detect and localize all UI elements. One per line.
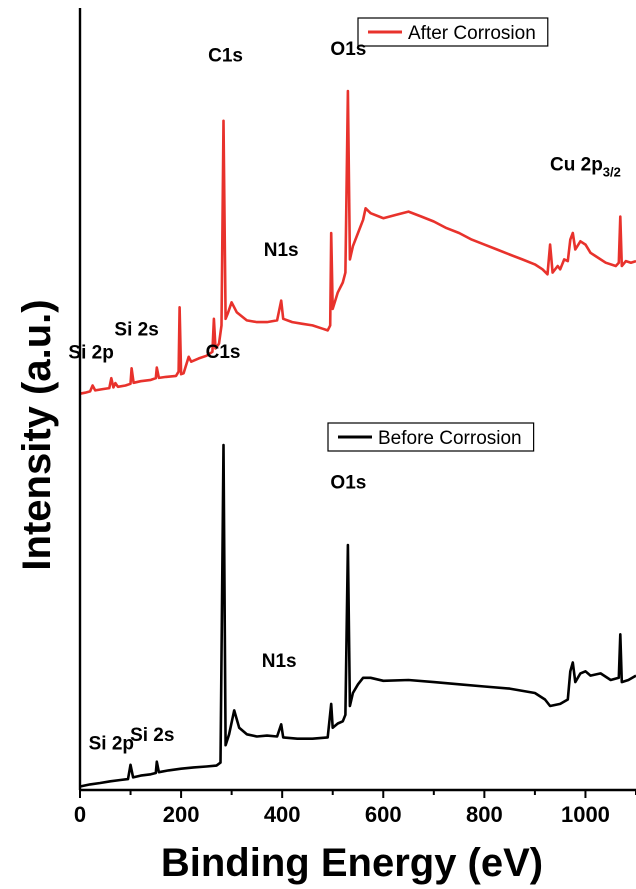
x-tick-label: 600 bbox=[365, 802, 402, 827]
legend-before: Before Corrosion bbox=[327, 422, 535, 452]
x-tick-label: 200 bbox=[163, 802, 200, 827]
axes: 0 200 400 600 800 1000 bbox=[74, 8, 636, 827]
legend-label-after: After Corrosion bbox=[408, 23, 536, 44]
peak-label: Si 2p bbox=[68, 342, 113, 363]
series-line-before bbox=[79, 443, 636, 788]
x-tick-label: 0 bbox=[74, 802, 86, 827]
legend-label-before: Before Corrosion bbox=[378, 428, 522, 449]
peak-label: Si 2s bbox=[114, 319, 158, 340]
series-line-after bbox=[79, 89, 636, 395]
peak-label: Cu 2p3/2 bbox=[550, 154, 621, 179]
x-tick-label: 400 bbox=[264, 802, 301, 827]
y-axis-label: Intensity (a.u.) bbox=[15, 299, 59, 570]
peak-label: N1s bbox=[264, 240, 299, 261]
legend-after: After Corrosion bbox=[357, 17, 549, 47]
x-axis-label: Binding Energy (eV) bbox=[161, 841, 543, 885]
peak-label-subscript: 3/2 bbox=[603, 164, 621, 179]
peak-label: O1s bbox=[330, 473, 366, 494]
peak-label: O1s bbox=[330, 39, 366, 60]
x-tick-label: 1000 bbox=[561, 802, 610, 827]
x-tick-label: 800 bbox=[466, 802, 503, 827]
peak-label: Si 2p bbox=[89, 734, 134, 755]
peak-label: N1s bbox=[262, 651, 297, 672]
peak-label: C1s bbox=[208, 45, 243, 66]
peak-label: Si 2s bbox=[130, 725, 174, 746]
peak-label: C1s bbox=[206, 342, 241, 363]
